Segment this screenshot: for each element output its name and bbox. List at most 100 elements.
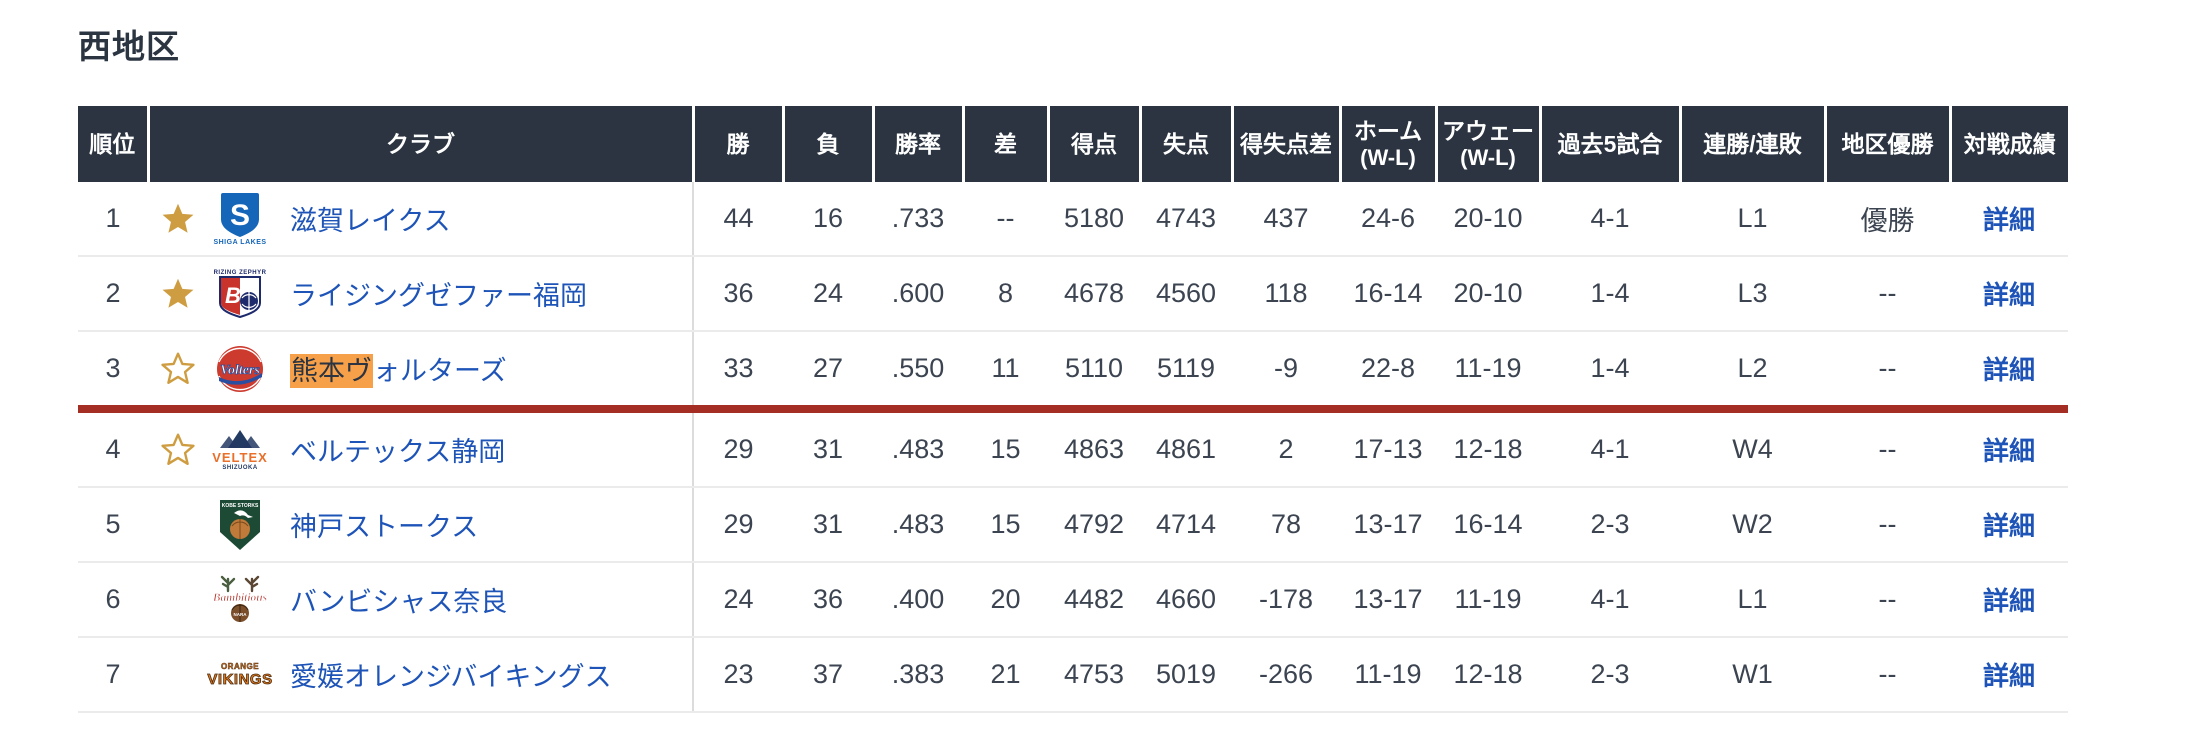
rank-cell: 6 (78, 562, 148, 638)
kobe-storks-logo: KOBE STORKS (202, 499, 278, 551)
club-cell: VELTEX SHIZUOKA ベルテックス静岡 (148, 409, 694, 488)
page-title: 西地区 (78, 28, 180, 65)
last5-cell: 2-3 (1540, 487, 1680, 563)
club-link[interactable]: バンビシャス奈良 (290, 580, 507, 619)
club-link[interactable]: ベルテックス静岡 (290, 430, 505, 469)
search-highlight: 熊本ヴ (290, 354, 373, 388)
matchup-cell: 詳細 (1950, 562, 2068, 638)
club-link[interactable]: 熊本ヴォルターズ (290, 349, 507, 388)
club-cell: S SHIGA LAKES 滋賀レイクス (148, 182, 694, 257)
district-champion-cell: -- (1825, 637, 1950, 713)
matchup-detail-link[interactable]: 詳細 (1982, 661, 2035, 691)
star-filled-icon (162, 203, 194, 233)
bambitious-nara-logo: Bambitious NARA (202, 575, 278, 625)
home-record-cell: 16-14 (1340, 256, 1436, 332)
losses-cell: 31 (783, 409, 873, 488)
away-record-cell: 11-19 (1436, 331, 1540, 413)
away-record-cell: 12-18 (1436, 637, 1540, 713)
matchup-detail-link[interactable]: 詳細 (1982, 205, 2035, 235)
club-name: 愛媛オレンジバイキングス (290, 662, 612, 692)
district-champion-cell: -- (1825, 409, 1950, 488)
home-record-cell: 22-8 (1340, 331, 1436, 413)
games-behind-cell: 11 (963, 331, 1048, 413)
matchup-detail-link[interactable]: 詳細 (1982, 586, 2035, 616)
club-name: ォルターズ (373, 356, 507, 386)
points-for-cell: 5110 (1048, 331, 1140, 413)
rank-cell: 3 (78, 331, 148, 413)
away-record-cell: 11-19 (1436, 562, 1540, 638)
matchup-detail-link[interactable]: 詳細 (1982, 436, 2035, 466)
col-header-club: クラブ (148, 106, 695, 182)
streak-cell: L3 (1680, 256, 1825, 332)
club-link[interactable]: 愛媛オレンジバイキングス (290, 655, 612, 694)
points-for-cell: 4792 (1048, 487, 1140, 563)
points-against-cell: 4743 (1140, 182, 1232, 257)
club-name: バンビシャス奈良 (290, 587, 508, 617)
club-link[interactable]: ライジングゼファー福岡 (290, 274, 587, 313)
wins-cell: 29 (693, 487, 783, 563)
losses-cell: 24 (783, 256, 873, 332)
point-diff-cell: 437 (1232, 182, 1340, 257)
points-for-cell: 5180 (1048, 182, 1140, 257)
district-champion-cell: 優勝 (1825, 182, 1950, 257)
club-link[interactable]: 神戸ストークス (290, 505, 478, 544)
pct-cell: .733 (873, 182, 963, 257)
losses-cell: 16 (783, 182, 873, 257)
home-record-cell: 11-19 (1340, 637, 1436, 713)
svg-text:B: B (225, 283, 241, 308)
away-record-cell: 16-14 (1436, 487, 1540, 563)
district-champion-cell: -- (1825, 256, 1950, 332)
col-header-last5: 過去5試合 (1540, 106, 1682, 182)
standings-table-header: 順位 クラブ勝負勝率差得点 失点 得失点差 ホーム (W-L) アウェー (W-L) 過去5試合… (78, 106, 2068, 182)
pct-cell: .600 (873, 256, 963, 332)
streak-cell: W1 (1680, 637, 1825, 713)
wins-cell: 36 (693, 256, 783, 332)
svg-text:NARA: NARA (234, 612, 248, 617)
points-for-cell: 4678 (1048, 256, 1140, 332)
matchup-detail-link[interactable]: 詳細 (1982, 355, 2035, 385)
losses-cell: 27 (783, 331, 873, 413)
last5-cell: 4-1 (1540, 182, 1680, 257)
ehime-orange-vikings-logo: ORANGE VIKINGS (207, 662, 273, 688)
col-header-points-against: 失点 (1140, 106, 1234, 182)
standings-page: 西地区 順位 クラブ勝負勝率差得点 失点 得失点差 ホーム (W-L) アウェー (W-L) 過… (78, 28, 2068, 713)
pct-cell: .483 (873, 487, 963, 563)
club-cell: KOBE STORKS 神戸ストークス (148, 487, 694, 563)
points-for-cell: 4863 (1048, 409, 1140, 488)
pct-cell: .400 (873, 562, 963, 638)
table-row: 4 VELTEX SHIZUOKA ベルテックス静岡 29 31 .483 15… (78, 409, 2068, 488)
col-header-streak: 連勝/連敗 (1680, 106, 1827, 182)
col-header-games-behind: 差 (963, 106, 1050, 182)
matchup-detail-link[interactable]: 詳細 (1982, 511, 2035, 541)
district-champion-cell: -- (1825, 331, 1950, 413)
col-header-rank: 順位 (78, 106, 150, 182)
point-diff-cell: -9 (1232, 331, 1340, 413)
svg-text:Volters: Volters (220, 363, 260, 378)
svg-text:S: S (230, 199, 250, 232)
away-record-cell: 20-10 (1436, 182, 1540, 257)
streak-cell: W2 (1680, 487, 1825, 563)
home-record-cell: 24-6 (1340, 182, 1436, 257)
rank-cell: 2 (78, 256, 148, 332)
games-behind-cell: 20 (963, 562, 1048, 638)
pct-cell: .483 (873, 409, 963, 488)
wins-cell: 23 (693, 637, 783, 713)
points-against-cell: 4861 (1140, 409, 1232, 488)
veltex-shizuoka-logo: VELTEX SHIZUOKA (202, 428, 278, 471)
table-row: 5 KOBE STORKS 神戸ストークス 29 31 .483 15 4792… (78, 487, 2068, 563)
points-against-cell: 4660 (1140, 562, 1232, 638)
club-cell: Volters 熊本ヴォルターズ (148, 331, 694, 413)
point-diff-cell: 118 (1232, 256, 1340, 332)
club-cell: RIZING ZEPHYR B ライジングゼファー福岡 (148, 256, 694, 332)
home-record-cell: 17-13 (1340, 409, 1436, 488)
rank-cell: 7 (78, 637, 148, 713)
club-link[interactable]: 滋賀レイクス (290, 199, 451, 238)
matchup-detail-link[interactable]: 詳細 (1982, 280, 2035, 310)
games-behind-cell: -- (963, 182, 1048, 257)
losses-cell: 36 (783, 562, 873, 638)
standings-table: 順位 クラブ勝負勝率差得点 失点 得失点差 ホーム (W-L) アウェー (W-L) 過去5試合… (78, 106, 2068, 713)
games-behind-cell: 8 (963, 256, 1048, 332)
matchup-cell: 詳細 (1950, 637, 2068, 713)
rank-cell: 4 (78, 409, 148, 488)
wins-cell: 29 (693, 409, 783, 488)
